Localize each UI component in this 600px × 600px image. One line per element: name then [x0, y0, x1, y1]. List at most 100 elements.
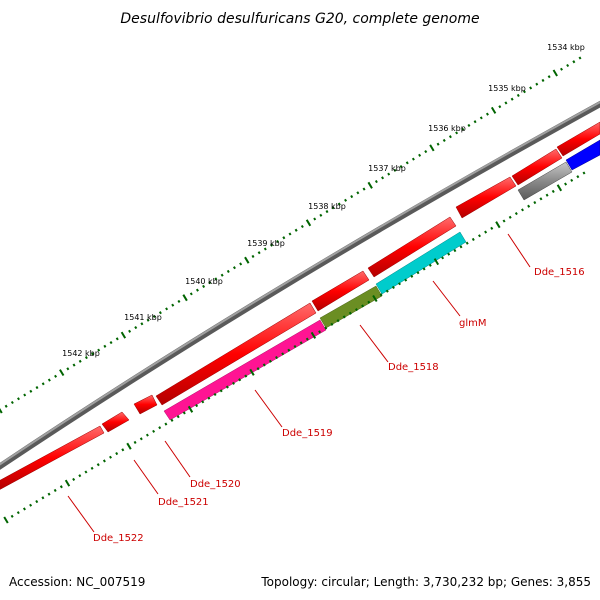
inner-minor-tick — [145, 433, 149, 437]
inner-minor-tick — [453, 249, 457, 253]
outer-minor-tick — [560, 67, 563, 71]
inner-minor-tick — [53, 488, 57, 492]
inner-minor-tick — [225, 385, 229, 389]
inner-minor-tick — [84, 470, 88, 474]
inner-minor-tick — [533, 201, 537, 205]
outer-minor-tick — [436, 142, 440, 146]
outer-minor-tick — [442, 138, 446, 142]
inner-minor-tick — [570, 178, 574, 182]
outer-minor-tick — [226, 269, 230, 273]
outer-minor-tick — [4, 404, 8, 408]
leader-glmM — [432, 280, 461, 317]
gene-dde-1516 — [517, 161, 573, 201]
outer-minor-tick — [405, 161, 409, 165]
label-dde-1522: Dde_1522 — [93, 533, 144, 544]
inner-minor-tick — [416, 271, 420, 275]
outer-major-tick — [244, 256, 250, 264]
leader-dde-1518 — [359, 324, 389, 363]
outer-minor-tick — [331, 206, 335, 210]
outer-minor-tick — [84, 356, 88, 360]
inner-tick-track — [3, 171, 586, 524]
inner-minor-tick — [244, 374, 248, 378]
label-glmM: glmM — [459, 318, 487, 329]
inner-minor-tick — [158, 426, 162, 430]
outer-minor-tick — [529, 86, 533, 90]
outer-minor-tick — [288, 232, 292, 236]
inner-minor-tick — [207, 396, 211, 400]
outer-minor-tick — [572, 60, 576, 64]
inner-minor-tick — [41, 496, 45, 500]
inner-minor-tick — [305, 337, 309, 341]
outer-minor-tick — [387, 172, 391, 176]
outer-minor-tick — [115, 337, 119, 341]
inner-minor-tick — [182, 411, 186, 415]
outer-minor-tick — [300, 224, 304, 229]
outer-minor-tick — [276, 239, 280, 244]
inner-minor-tick — [59, 485, 63, 489]
scale-label-1537: 1537 kbp — [368, 164, 406, 173]
inner-minor-tick — [398, 282, 401, 286]
outer-minor-tick — [455, 131, 459, 135]
outer-minor-tick — [189, 292, 193, 296]
gene-red-c — [367, 216, 457, 278]
outer-major-tick — [367, 181, 373, 189]
outer-minor-tick — [485, 112, 489, 116]
map-title: Desulfovibrio desulfuricans G20, complet… — [120, 11, 479, 27]
outer-minor-tick — [337, 202, 341, 206]
label-dde-1516: Dde_1516 — [534, 267, 585, 278]
label-dde-1521: Dde_1521 — [158, 497, 209, 508]
inner-minor-tick — [219, 389, 223, 393]
inner-minor-tick — [545, 193, 549, 197]
inner-minor-tick — [527, 204, 531, 208]
label-dde-1518: Dde_1518 — [388, 362, 439, 373]
outer-minor-tick — [54, 374, 58, 378]
inner-minor-tick — [275, 355, 279, 360]
inner-minor-tick — [355, 308, 358, 312]
inner-minor-tick — [391, 285, 395, 289]
inner-minor-tick — [139, 437, 143, 441]
gene-red-e — [511, 148, 563, 186]
inner-minor-tick — [201, 400, 205, 404]
outer-major-tick — [120, 331, 127, 339]
outer-major-tick — [552, 69, 558, 77]
scale-label-1541: 1541 kbp — [124, 313, 162, 322]
inner-minor-tick — [47, 492, 51, 496]
outer-minor-tick — [214, 277, 218, 281]
inner-minor-tick — [72, 477, 76, 481]
forward-strand-genes — [0, 121, 600, 490]
inner-minor-tick — [478, 234, 481, 238]
inner-major-tick — [126, 442, 132, 450]
inner-minor-tick — [410, 274, 414, 278]
inner-minor-tick — [490, 226, 494, 230]
outer-major-tick — [490, 106, 497, 114]
outer-minor-tick — [128, 329, 132, 333]
inner-minor-tick — [170, 418, 174, 422]
inner-minor-tick — [428, 263, 432, 267]
inner-minor-tick — [551, 189, 555, 194]
leader-dde-1522 — [67, 495, 95, 533]
outer-minor-tick — [134, 326, 138, 330]
outer-minor-tick — [522, 90, 526, 94]
outer-minor-tick — [578, 56, 582, 60]
leader-dde-1519 — [254, 389, 283, 428]
inner-minor-tick — [176, 415, 180, 419]
inner-minor-tick — [385, 289, 389, 293]
inner-minor-tick — [336, 319, 340, 323]
inner-minor-tick — [22, 507, 26, 511]
outer-major-tick — [429, 144, 435, 152]
outer-minor-tick — [66, 367, 70, 371]
outer-minor-tick — [535, 82, 539, 86]
inner-minor-tick — [576, 175, 580, 179]
outer-minor-tick — [356, 191, 360, 195]
outer-minor-tick — [202, 284, 206, 288]
inner-minor-tick — [447, 252, 451, 256]
outer-minor-tick — [381, 176, 385, 180]
outer-minor-tick — [424, 150, 428, 154]
outer-minor-tick — [263, 247, 267, 251]
inner-minor-tick — [29, 503, 33, 507]
inner-minor-tick — [422, 267, 426, 271]
inner-minor-tick — [514, 212, 518, 216]
gene-red-f — [556, 121, 600, 157]
outer-minor-tick — [140, 322, 144, 326]
outer-minor-tick — [257, 251, 261, 255]
